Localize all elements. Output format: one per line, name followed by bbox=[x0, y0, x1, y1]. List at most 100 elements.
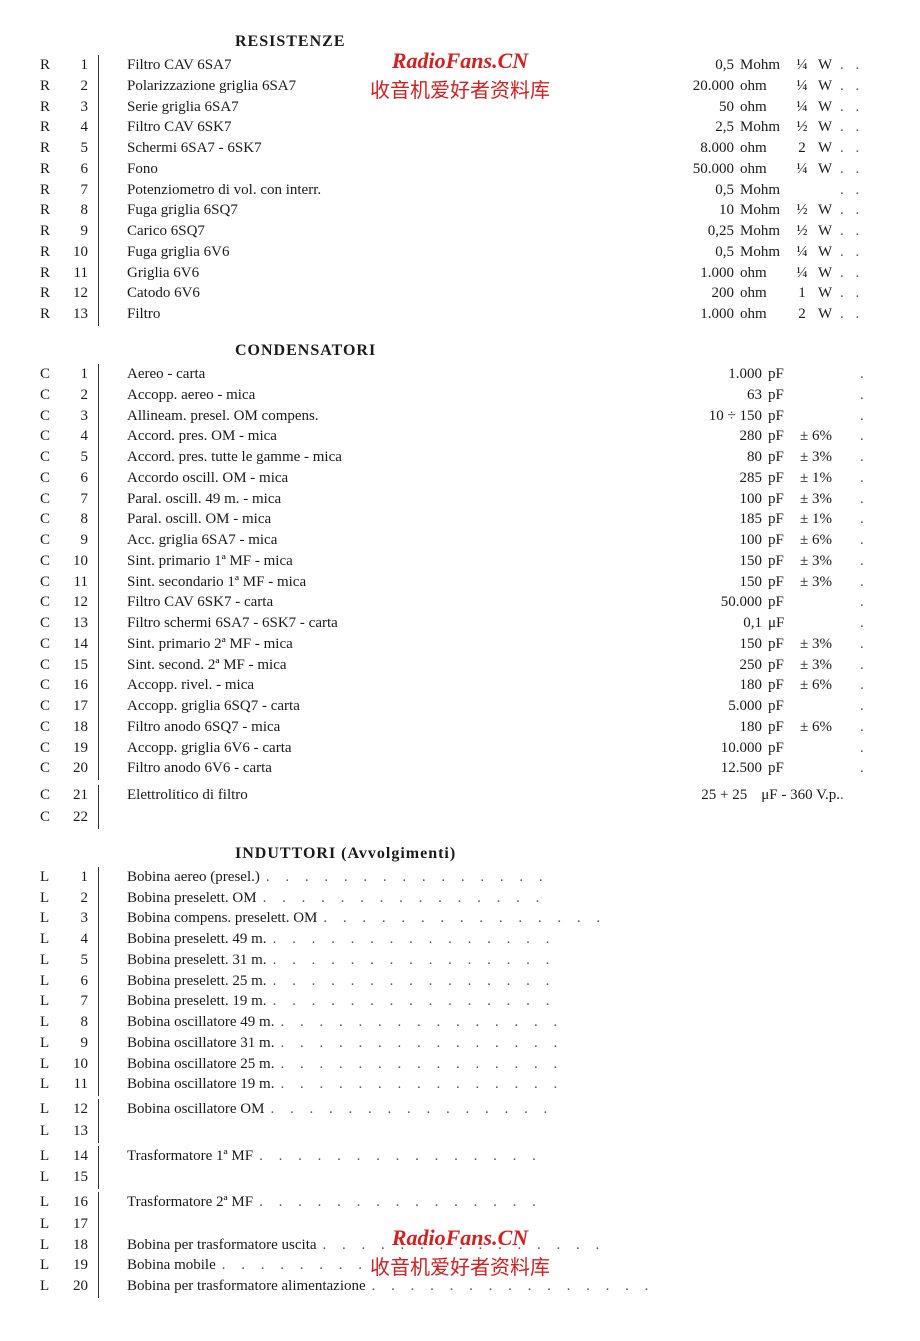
desc: Trasformatore 1ª MF bbox=[127, 1146, 253, 1168]
desc: Sint. second. 2ª MF - mica bbox=[127, 655, 287, 677]
unit: pF bbox=[768, 592, 800, 614]
ref-letter: R bbox=[40, 304, 60, 326]
desc: Bobina aereo (presel.) bbox=[127, 867, 260, 889]
divider bbox=[98, 1033, 117, 1055]
unit: pF bbox=[768, 447, 800, 469]
power: ¼ bbox=[786, 242, 818, 264]
table-row: C 19 Accopp. griglia 6V6 - carta 10.000 … bbox=[40, 738, 880, 760]
desc: Bobina preselett. OM bbox=[127, 888, 257, 910]
value: 80 bbox=[680, 447, 768, 469]
ref-letter: C bbox=[40, 551, 60, 573]
table-row: L 2 Bobina preselett. OM . . . . . . . .… bbox=[40, 888, 880, 910]
desc: Elettrolitico di filtro bbox=[127, 785, 248, 807]
desc: Bobina oscillatore 19 m. bbox=[127, 1074, 274, 1096]
unit: ohm bbox=[740, 263, 786, 285]
ref-num: 14 bbox=[60, 634, 98, 656]
divider bbox=[98, 1235, 117, 1257]
value: 150 bbox=[680, 572, 768, 594]
desc: Paral. oscill. OM - mica bbox=[127, 509, 271, 531]
unit: pF bbox=[768, 426, 800, 448]
table-row: C 4 Accord. pres. OM - mica 280 pF ± 6% … bbox=[40, 426, 880, 448]
table-row: C 1 Aereo - carta 1.000 pF . bbox=[40, 364, 880, 386]
ref-num: 18 bbox=[60, 717, 98, 739]
divider bbox=[98, 468, 117, 490]
leader-dots: . . . . . . . . . . . . . . . bbox=[274, 1012, 880, 1034]
ref-num: 9 bbox=[60, 530, 98, 552]
tolerance: ± 6% bbox=[800, 426, 860, 448]
power: ½ bbox=[786, 117, 818, 139]
divider bbox=[98, 159, 117, 181]
divider bbox=[98, 1099, 117, 1143]
desc: Accopp. rivel. - mica bbox=[127, 675, 254, 697]
value: 100 bbox=[680, 530, 768, 552]
ref-letter: L bbox=[40, 1099, 60, 1121]
ref-letter: L bbox=[40, 1276, 60, 1298]
table-row: R 9 Carico 6SQ7 0,25 Mohm ½ W . . bbox=[40, 221, 880, 243]
tolerance: ± 3% bbox=[800, 634, 860, 656]
divider bbox=[98, 950, 117, 972]
ref-num: 18 bbox=[60, 1235, 98, 1257]
divider bbox=[98, 696, 117, 718]
end-dots: . bbox=[860, 696, 880, 718]
divider bbox=[98, 221, 117, 243]
leader-dots: . . . . . . . . . . . . . . . bbox=[253, 1146, 880, 1168]
end-dots: . bbox=[860, 592, 880, 614]
unit: Mohm bbox=[740, 221, 786, 243]
ref-letter: R bbox=[40, 97, 60, 119]
ref-letter: L bbox=[40, 1054, 60, 1076]
tolerance: ± 6% bbox=[800, 675, 860, 697]
tolerance: ± 1% bbox=[800, 468, 860, 490]
table-row: L 5 Bobina preselett. 31 m. . . . . . . … bbox=[40, 950, 880, 972]
table-row: L 11 Bobina oscillatore 19 m. . . . . . … bbox=[40, 1074, 880, 1096]
ref-letter: C bbox=[40, 385, 60, 407]
leader-dots: . . . . . . . . . . . . . . . bbox=[366, 1276, 880, 1298]
ref-num: 1 bbox=[60, 364, 98, 386]
desc: Filtro anodo 6V6 - carta bbox=[127, 758, 272, 780]
table-row: C 5 Accord. pres. tutte le gamme - mica … bbox=[40, 447, 880, 469]
table-row: C 13 Filtro schermi 6SA7 - 6SK7 - carta … bbox=[40, 613, 880, 635]
divider bbox=[98, 888, 117, 910]
power: ¼ bbox=[786, 263, 818, 285]
table-row: C 7 Paral. oscill. 49 m. - mica 100 pF ±… bbox=[40, 489, 880, 511]
power: 2 bbox=[786, 304, 818, 326]
unit: Mohm bbox=[740, 117, 786, 139]
table-row: C 18 Filtro anodo 6SQ7 - mica 180 pF ± 6… bbox=[40, 717, 880, 739]
end-dots: . bbox=[860, 738, 880, 760]
ref-num: 12 bbox=[60, 1099, 98, 1121]
divider bbox=[98, 758, 117, 780]
divider bbox=[98, 551, 117, 573]
end-dots: . . bbox=[840, 55, 880, 77]
divider bbox=[98, 304, 117, 326]
desc: Bobina per trasformatore uscita bbox=[127, 1235, 317, 1257]
table-row: L 1 Bobina aereo (presel.) . . . . . . .… bbox=[40, 867, 880, 889]
ref-num: 22 bbox=[60, 807, 98, 829]
power-unit: W bbox=[818, 221, 840, 243]
unit: μF - 360 V.p. bbox=[753, 785, 840, 807]
desc: Serie griglia 6SA7 bbox=[127, 97, 239, 119]
table-row: C 20 Filtro anodo 6V6 - carta 12.500 pF … bbox=[40, 758, 880, 780]
end-dots: . . bbox=[840, 283, 880, 305]
divider bbox=[98, 717, 117, 739]
divider bbox=[98, 1012, 117, 1034]
table-row: C 2 Accopp. aereo - mica 63 pF . bbox=[40, 385, 880, 407]
ref-letter: C bbox=[40, 468, 60, 490]
value: 0,5 bbox=[652, 180, 740, 202]
ref-num: 3 bbox=[60, 908, 98, 930]
table-row: L 8 Bobina oscillatore 49 m. . . . . . .… bbox=[40, 1012, 880, 1034]
divider bbox=[98, 509, 117, 531]
divider bbox=[98, 592, 117, 614]
heading-resistenze: RESISTENZE bbox=[235, 30, 880, 53]
value: 100 bbox=[680, 489, 768, 511]
table-row: C 12 Filtro CAV 6SK7 - carta 50.000 pF . bbox=[40, 592, 880, 614]
leader-dots: . . . . . . . . . . . . . . . bbox=[253, 1192, 880, 1214]
unit: ohm bbox=[740, 283, 786, 305]
end-dots: . bbox=[860, 634, 880, 656]
ref-letter: L bbox=[40, 1074, 60, 1096]
divider bbox=[98, 55, 117, 77]
table-row: L 20 Bobina per trasformatore alimentazi… bbox=[40, 1276, 880, 1298]
power-unit: W bbox=[818, 200, 840, 222]
ref-letter: C bbox=[40, 592, 60, 614]
desc: Bobina oscillatore 31 m. bbox=[127, 1033, 274, 1055]
power: ½ bbox=[786, 221, 818, 243]
ref-num: 3 bbox=[60, 97, 98, 119]
